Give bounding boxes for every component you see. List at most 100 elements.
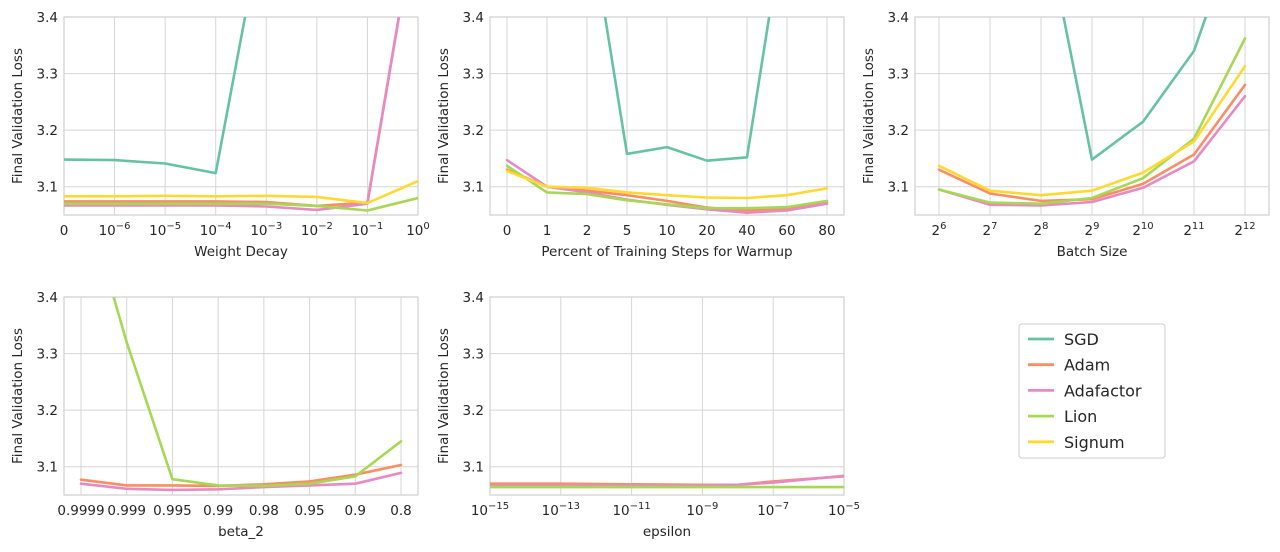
x-tick-label: 10−15 xyxy=(471,501,509,519)
plot-frame xyxy=(489,296,845,496)
legend-label-lion: Lion xyxy=(1064,407,1097,426)
x-tick-label: 5 xyxy=(623,223,632,239)
y-tick-label: 3.2 xyxy=(463,123,484,139)
series-line-signum xyxy=(505,169,829,200)
series-line-signum xyxy=(937,64,1247,197)
x-tick-label: 10−11 xyxy=(612,501,650,519)
x-tick-label: 40 xyxy=(738,223,755,239)
x-tick-label: 10 xyxy=(658,223,675,239)
legend-label-adam: Adam xyxy=(1064,356,1110,375)
series-line-adafactor xyxy=(937,94,1247,207)
x-tick-label: 10−5 xyxy=(828,501,860,519)
x-tick-label: 10−9 xyxy=(686,501,718,519)
series-line-lion xyxy=(112,297,403,488)
x-tick-label: 0.9 xyxy=(345,503,366,519)
x-tick-label: 60 xyxy=(778,223,795,239)
series-line-lion xyxy=(505,164,829,210)
series-line-sgd xyxy=(603,17,771,162)
x-axis-label: Weight Decay xyxy=(194,244,288,260)
x-tick-label: 10−6 xyxy=(99,221,131,239)
x-tick-label: 26 xyxy=(932,221,947,239)
x-tick-label: 100 xyxy=(406,221,430,239)
x-tick-label: 0.999 xyxy=(107,503,146,519)
legend-box xyxy=(1018,323,1166,459)
plot-frame xyxy=(914,16,1270,216)
series-line-adafactor xyxy=(79,471,403,492)
plot-frame xyxy=(63,16,419,216)
series-line-lion xyxy=(937,37,1247,205)
y-tick-label: 3.1 xyxy=(37,460,58,476)
x-tick-label: 10−7 xyxy=(757,501,789,519)
y-tick-label: 3.3 xyxy=(37,347,58,363)
legend-label-adafactor: Adafactor xyxy=(1064,381,1142,400)
y-tick-label: 3.2 xyxy=(888,123,909,139)
series-line-adam xyxy=(64,17,401,208)
legend: SGD Adam Adafactor Lion Signum xyxy=(1018,323,1166,459)
series-line-sgd xyxy=(64,17,247,175)
x-tick-label: 27 xyxy=(983,221,998,239)
chart-panel-5: 3.1 3.2 3.3 3.4 10−15 10−13 10−11 10−9 10−7 10−5 e… xyxy=(436,290,860,540)
series-group xyxy=(937,17,1247,207)
x-tick-label: 0 xyxy=(60,223,69,239)
x-tick-label: 80 xyxy=(818,223,835,239)
y-axis-label: Final Validation Loss xyxy=(861,48,877,184)
y-tick-label: 3.3 xyxy=(888,67,909,83)
x-tick-label: 20 xyxy=(698,223,715,239)
chart-panel-4: 3.1 3.2 3.3 3.4 0.9999 0.999 0.995 0.99 0.98 0.95… xyxy=(10,290,419,540)
x-tick-label: 0.995 xyxy=(153,503,192,519)
x-tick-label: 210 xyxy=(1132,221,1153,239)
x-tick-label: 2 xyxy=(583,223,592,239)
y-tick-label: 3.2 xyxy=(463,403,484,419)
y-axis-label: Final Validation Loss xyxy=(436,328,452,464)
x-tick-label: 10−4 xyxy=(200,221,232,239)
x-tick-label: 10−2 xyxy=(301,221,333,239)
x-tick-label: 10−5 xyxy=(149,221,181,239)
x-tick-label: 28 xyxy=(1034,221,1049,239)
series-line-signum xyxy=(64,179,418,205)
y-tick-label: 3.4 xyxy=(37,10,58,26)
x-tick-label: 0 xyxy=(503,223,512,239)
y-tick-label: 3.4 xyxy=(37,290,58,306)
y-axis-label: Final Validation Loss xyxy=(10,328,26,464)
chart-panel-1: 3.1 3.2 3.3 3.4 0 10−6 10−5 10−4 10−3 10−2 10−1 100… xyxy=(10,10,430,260)
x-tick-label: 0.9999 xyxy=(57,503,104,519)
y-tick-label: 3.3 xyxy=(463,347,484,363)
y-tick-label: 3.3 xyxy=(37,67,58,83)
x-tick-label: 212 xyxy=(1234,221,1255,239)
series-line-adafactor xyxy=(490,474,844,487)
legend-label-sgd: SGD xyxy=(1064,330,1099,349)
x-tick-label: 0.99 xyxy=(203,503,233,519)
x-tick-label: 211 xyxy=(1183,221,1204,239)
x-tick-label: 29 xyxy=(1085,221,1100,239)
x-tick-label: 1 xyxy=(543,223,552,239)
y-tick-label: 3.4 xyxy=(888,10,909,26)
chart-panel-2: 3.1 3.2 3.3 3.4 0 1 2 5 10 20 40 60 80 Percent of Tra… xyxy=(436,10,845,260)
plot-frame xyxy=(489,16,845,216)
x-tick-label: 10−3 xyxy=(250,221,282,239)
legend-label-signum: Signum xyxy=(1064,433,1125,452)
chart-panel-3: 3.1 3.2 3.3 3.4 26 27 28 29 210 211 212 Batch Size F… xyxy=(861,10,1270,260)
series-line-sgd xyxy=(1062,17,1208,161)
x-axis-label: beta_2 xyxy=(218,524,264,540)
series-group xyxy=(79,297,403,492)
y-axis-label: Final Validation Loss xyxy=(10,48,26,184)
x-axis-label: Batch Size xyxy=(1057,244,1128,260)
y-tick-label: 3.2 xyxy=(37,403,58,419)
x-tick-label: 0.98 xyxy=(249,503,279,519)
series-group xyxy=(505,17,829,214)
x-axis-label: epsilon xyxy=(643,524,691,540)
y-tick-label: 3.1 xyxy=(463,180,484,196)
plot-frame xyxy=(63,296,419,496)
y-tick-label: 3.3 xyxy=(463,67,484,83)
x-tick-label: 0.8 xyxy=(390,503,411,519)
y-axis-label: Final Validation Loss xyxy=(436,48,452,184)
x-tick-label: 10−13 xyxy=(542,501,580,519)
series-group xyxy=(490,474,844,489)
series-line-adafactor xyxy=(64,17,401,212)
y-tick-label: 3.4 xyxy=(463,10,484,26)
y-tick-label: 3.1 xyxy=(463,460,484,476)
x-axis-label: Percent of Training Steps for Warmup xyxy=(541,244,792,260)
y-tick-label: 3.4 xyxy=(463,290,484,306)
x-tick-label: 0.95 xyxy=(295,503,325,519)
